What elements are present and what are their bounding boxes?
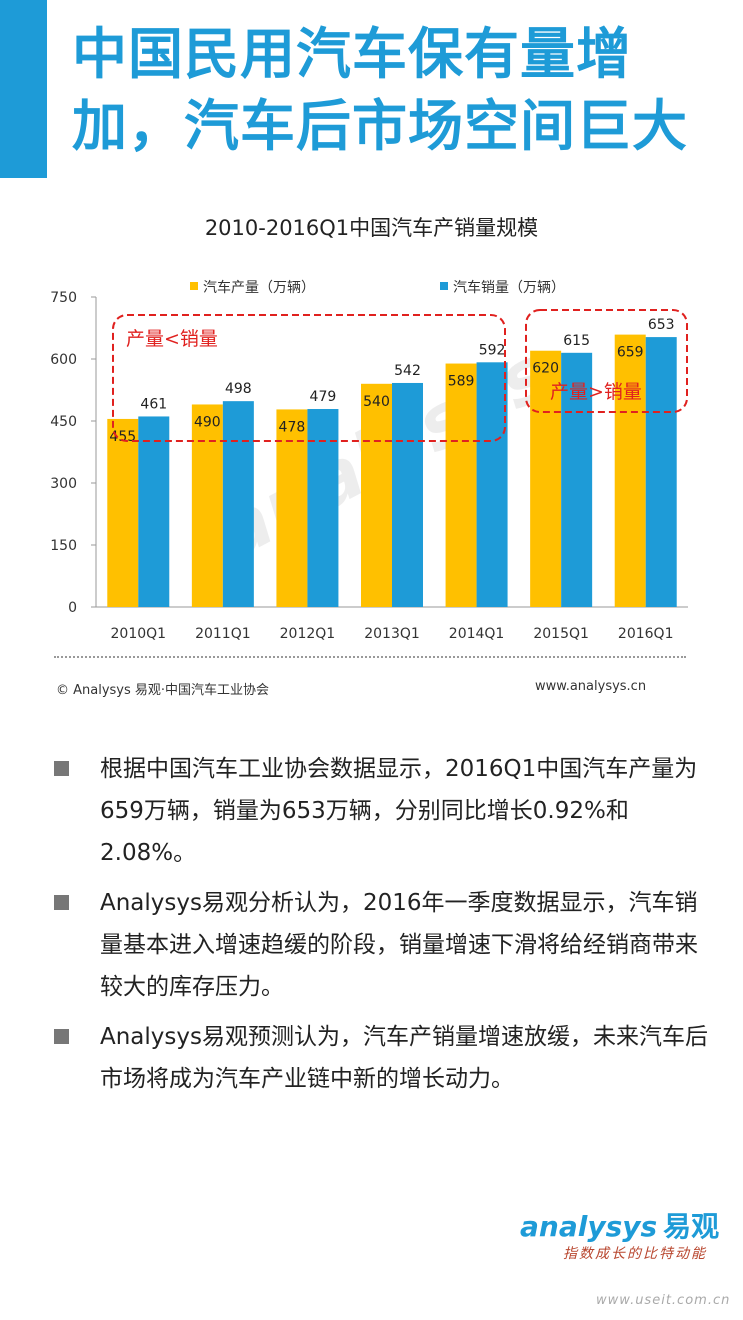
bar-sales: [392, 382, 423, 607]
x-tick-label: 2016Q1: [618, 626, 674, 642]
legend-label: 汽车产量（万辆）: [203, 279, 315, 296]
data-label-sales: 498: [225, 381, 252, 397]
bar-sales: [307, 409, 339, 607]
x-tick-label: 2011Q1: [195, 626, 251, 642]
data-label-production: 455: [109, 429, 136, 445]
x-tick-label: 2013Q1: [364, 626, 420, 642]
data-label-production: 589: [448, 374, 475, 390]
data-label-sales: 653: [648, 317, 675, 333]
logo-tagline: 指数成长的比特动能: [563, 1246, 707, 1262]
bar-production: [530, 350, 562, 607]
bar-sales: [222, 401, 254, 607]
x-tick-label: 2010Q1: [111, 626, 167, 642]
bar-sales: [476, 362, 508, 607]
bar-sales: [561, 352, 593, 607]
bar-sales: [138, 416, 170, 607]
data-label-production: 490: [194, 414, 221, 430]
bullet-text: Analysys易观预测认为，汽车产销量增速放缓，未来汽车后市场将成为汽车产业链…: [100, 1024, 708, 1092]
data-label-sales: 615: [563, 333, 590, 349]
data-label-production: 478: [279, 419, 306, 435]
x-tick-label: 2012Q1: [280, 626, 336, 642]
data-label-production: 659: [617, 345, 644, 361]
bullet-text: Analysys易观分析认为，2016年一季度数据显示，汽车销量基本进入增速趋缓…: [100, 890, 698, 1000]
y-tick-label: 750: [50, 290, 77, 306]
bar-production: [191, 404, 223, 607]
annotation-box-left: [112, 314, 506, 442]
legend-swatch: [190, 282, 198, 290]
divider: [54, 656, 686, 658]
x-tick-label: 2014Q1: [449, 626, 505, 642]
bullet-item: Analysys易观预测认为，汽车产销量增速放缓，未来汽车后市场将成为汽车产业链…: [52, 1016, 712, 1100]
bar-sales: [645, 337, 677, 607]
watermark-url: www.useit.com.cn: [596, 1293, 731, 1308]
bar-chart: analysys01503004506007502010Q14554612011…: [50, 279, 688, 642]
chart-title: 2010-2016Q1中国汽车产销量规模: [204, 216, 539, 240]
bullet-text: 根据中国汽车工业协会数据显示，2016Q1中国汽车产量为659万辆，销量为653…: [100, 756, 698, 866]
data-label-production: 540: [363, 394, 390, 410]
square-bullet-icon: [54, 895, 69, 910]
x-tick-label: 2015Q1: [533, 626, 589, 642]
bullet-item: 根据中国汽车工业协会数据显示，2016Q1中国汽车产量为659万辆，销量为653…: [52, 748, 712, 874]
bullet-list: 根据中国汽车工业协会数据显示，2016Q1中国汽车产量为659万辆，销量为653…: [52, 748, 712, 1108]
data-label-sales: 592: [479, 342, 506, 358]
bar-production: [361, 383, 392, 607]
y-tick-label: 450: [50, 414, 77, 430]
bar-production: [614, 334, 646, 607]
bar-production: [276, 409, 308, 607]
annotation-label-right: 产量>销量: [550, 381, 642, 403]
bullet-item: Analysys易观分析认为，2016年一季度数据显示，汽车销量基本进入增速趋缓…: [52, 882, 712, 1008]
data-label-sales: 461: [140, 396, 167, 412]
analysys-logo: analysys 易观: [520, 1205, 719, 1245]
bar-production: [107, 418, 139, 607]
accent-bar: [0, 0, 47, 178]
logo-cn: 易观: [663, 1210, 720, 1243]
page-title: 中国民用汽车保有量增加，汽车后市场空间巨大: [72, 22, 689, 158]
square-bullet-icon: [54, 761, 69, 776]
annotation-label-left: 产量<销量: [126, 328, 218, 350]
square-bullet-icon: [54, 1029, 69, 1044]
y-tick-label: 600: [50, 352, 77, 368]
annotation-box-right: [525, 309, 688, 413]
legend-swatch: [440, 282, 448, 290]
data-label-sales: 542: [394, 363, 421, 379]
legend-label: 汽车销量（万辆）: [453, 279, 565, 296]
bar-production: [445, 363, 477, 607]
y-tick-label: 150: [50, 538, 77, 554]
y-tick-label: 300: [50, 476, 77, 492]
source-url: www.analysys.cn: [535, 679, 647, 694]
y-tick-label: 0: [68, 600, 77, 616]
logo-brand: analysys: [520, 1210, 658, 1243]
data-label-production: 620: [532, 361, 559, 377]
source-text: © Analysys 易观·中国汽车工业协会: [56, 683, 270, 698]
data-label-sales: 479: [310, 389, 337, 405]
